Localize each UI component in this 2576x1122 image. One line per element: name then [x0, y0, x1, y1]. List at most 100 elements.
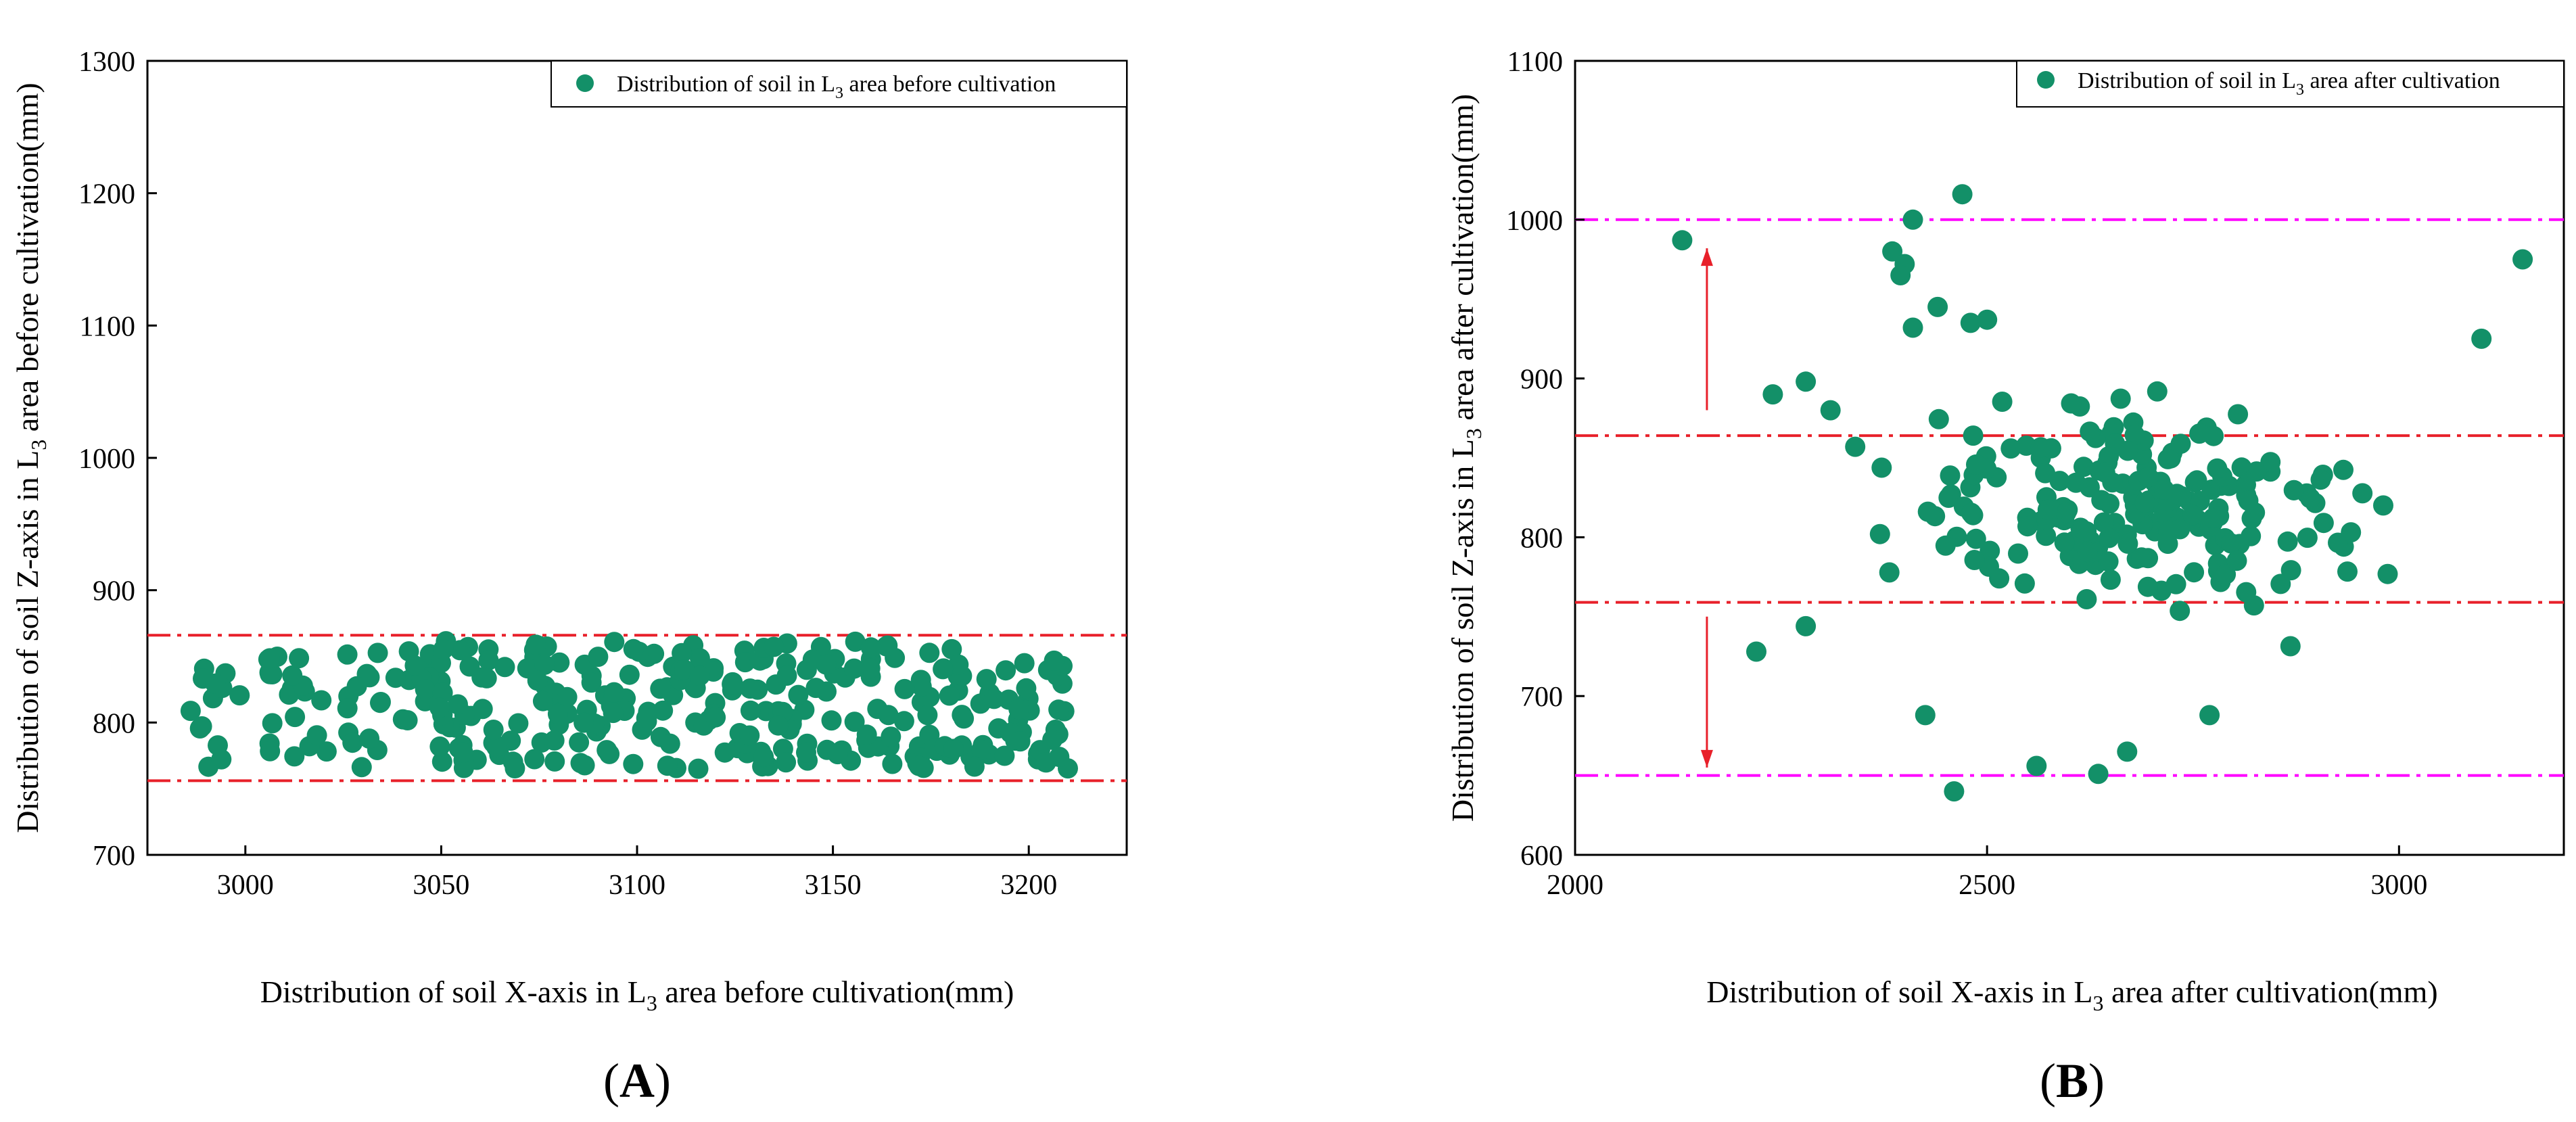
data-point [1746, 641, 1766, 662]
chart-b-legend: Distribution of soil in L3 area after cu… [2016, 60, 2565, 108]
data-point [1952, 184, 1973, 205]
data-point [2170, 519, 2191, 540]
data-point [2216, 564, 2237, 585]
data-point [544, 730, 565, 751]
data-point [688, 758, 709, 779]
data-point [359, 728, 380, 749]
panel-label-b: (B) [2040, 1054, 2105, 1108]
data-point [893, 711, 914, 732]
data-point [2017, 516, 2038, 537]
data-point [2512, 249, 2533, 270]
data-point [2080, 421, 2101, 442]
chart-a-ylabel: Distribution of soil Z-axis in L3 area b… [10, 83, 51, 833]
x-tick-label: 3150 [805, 870, 862, 901]
data-point [311, 690, 332, 711]
data-point [205, 673, 226, 694]
data-point [2341, 522, 2362, 543]
data-point [448, 694, 468, 715]
data-point [1961, 502, 1982, 523]
data-point [1964, 550, 1985, 570]
data-point [2105, 433, 2126, 454]
data-point [2207, 458, 2228, 479]
data-point [2203, 508, 2224, 528]
data-point [2061, 393, 2082, 414]
data-point [2110, 388, 2131, 409]
data-point [2199, 705, 2220, 726]
data-point [2124, 425, 2145, 446]
data-point [2099, 493, 2120, 514]
data-point [1938, 488, 1959, 508]
data-point [1992, 392, 2013, 412]
data-point [740, 678, 761, 699]
data-point [672, 642, 693, 663]
data-point [574, 755, 595, 776]
chart-a-ref-lines [147, 634, 1127, 782]
data-point [472, 699, 493, 720]
data-point [397, 710, 418, 730]
data-point [1977, 309, 1998, 330]
data-point [2014, 573, 2035, 594]
chart-b-ylabel: Distribution of soil Z-axis in L3 area a… [1445, 94, 1486, 822]
data-point [2076, 589, 2097, 609]
data-point [1820, 400, 1841, 421]
data-point [524, 749, 545, 770]
data-point [2165, 574, 2186, 594]
data-point [588, 647, 609, 668]
chart-b-xlabel: Distribution of soil X-axis in L3 area a… [1706, 975, 2437, 1015]
data-point [623, 638, 644, 659]
data-point [2153, 479, 2174, 500]
data-point [2228, 404, 2249, 425]
data-point [431, 751, 452, 772]
chart-b-legend-text: Distribution of soil in L3 area after cu… [2078, 68, 2500, 99]
data-point [1672, 230, 1693, 251]
data-point [525, 634, 546, 655]
data-point [1965, 528, 1986, 549]
data-point [2147, 381, 2168, 402]
y-tick-label: 1100 [1507, 47, 1563, 78]
data-point [557, 686, 578, 707]
data-point [1014, 653, 1035, 674]
data-point [2026, 755, 2047, 776]
data-point [346, 676, 367, 697]
data-point [433, 639, 454, 659]
data-point [705, 707, 726, 728]
data-point [2171, 486, 2192, 507]
data-point [2280, 636, 2301, 657]
data-point [2373, 495, 2393, 516]
data-point [478, 650, 499, 671]
chart-a-legend-marker [576, 74, 594, 92]
data-point [2056, 502, 2077, 523]
y-tick-label: 1000 [1506, 206, 1563, 237]
data-point [1048, 699, 1069, 720]
data-point [941, 638, 962, 659]
x-tick-label: 3000 [217, 870, 274, 901]
data-point [1944, 781, 1965, 802]
data-point [1928, 408, 1949, 429]
data-point [2277, 531, 2298, 552]
data-point [768, 715, 789, 736]
data-point [860, 637, 881, 658]
data-point [894, 678, 915, 699]
y-tick-label: 1300 [78, 47, 135, 78]
data-point [994, 745, 1015, 766]
chart-a-ticks: 3000 3050 3100 3150 3200 700 800 900 1000 1100 120… [78, 47, 1057, 901]
data-point [573, 712, 594, 733]
data-point [1796, 615, 1817, 636]
data-point [657, 755, 678, 776]
data-point [943, 739, 964, 759]
data-point [917, 705, 938, 726]
data-point [260, 741, 281, 762]
data-point [843, 658, 864, 679]
data-point [1927, 296, 1948, 317]
data-point [1882, 241, 1903, 262]
y-tick-label: 800 [93, 708, 135, 739]
chart-a-legend-text: Distribution of soil in L3 area before c… [617, 72, 1056, 102]
data-point [939, 685, 960, 706]
data-point [722, 674, 743, 695]
data-point [845, 631, 866, 652]
data-point [2054, 532, 2075, 553]
data-point [208, 735, 228, 756]
data-point [776, 752, 797, 773]
x-tick-label: 2500 [1959, 870, 2015, 901]
